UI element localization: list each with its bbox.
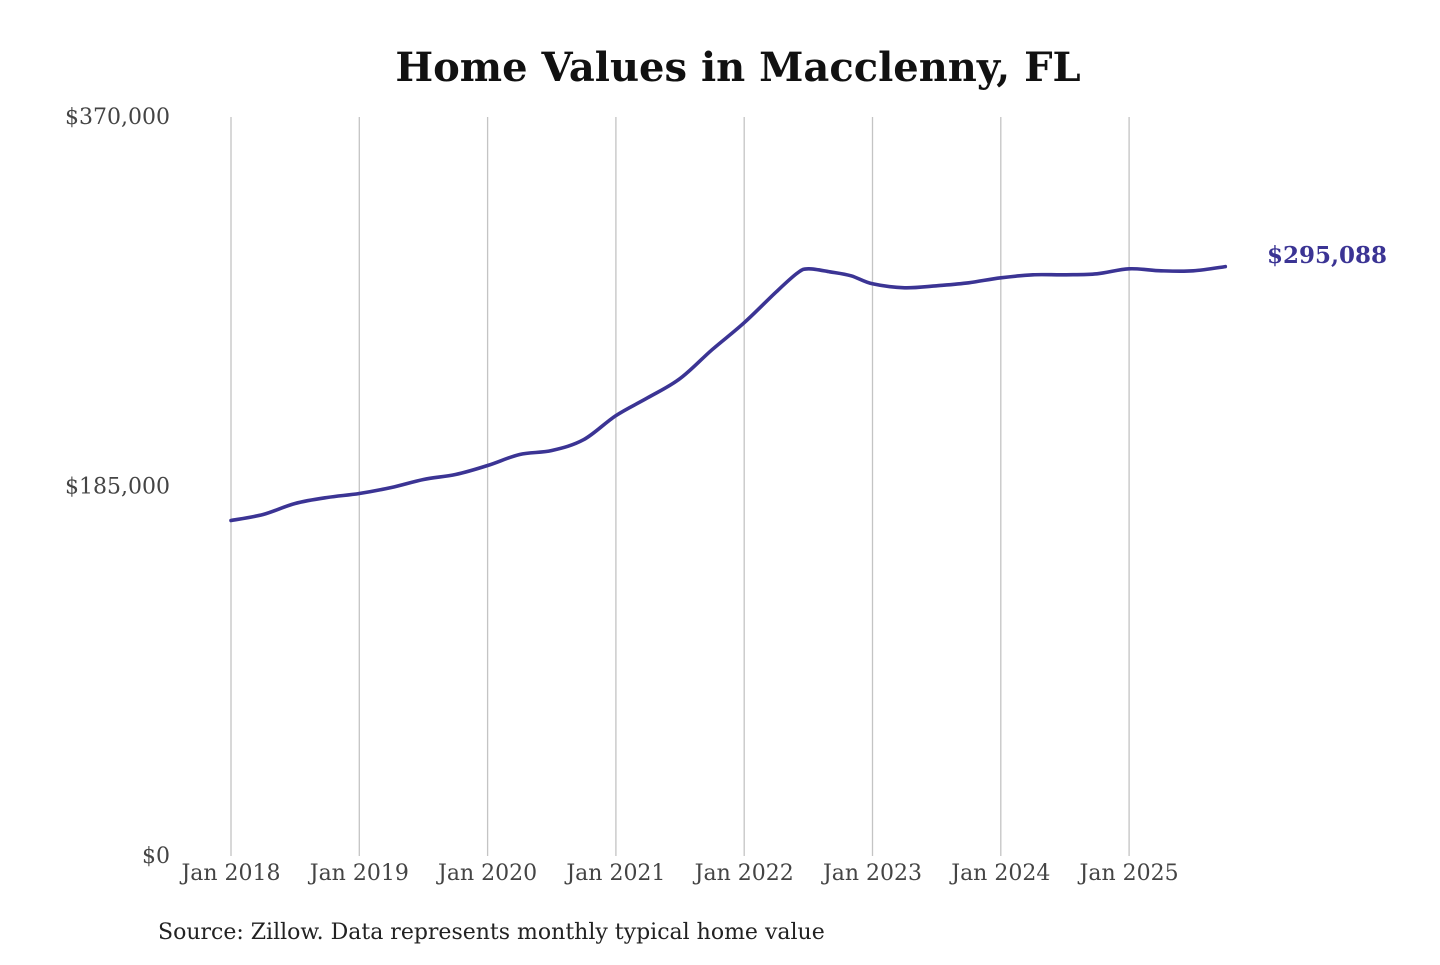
x-tick-label-4: Jan 2022 [693,861,794,886]
source-note: Source: Zillow. Data represents monthly … [158,920,825,945]
x-axis-ticks: Jan 2018 Jan 2019 Jan 2020 Jan 2021 Jan 2022… [179,861,1178,886]
y-tick-label-2: $370,000 [65,105,170,130]
x-tick-label-0: Jan 2018 [179,861,280,886]
x-tick-label-5: Jan 2023 [821,861,922,886]
series [229,264,1228,523]
x-tick-label-6: Jan 2024 [949,861,1050,886]
x-tick-label-3: Jan 2021 [564,861,665,886]
end-value-label: $295,088 [1267,242,1387,269]
x-tick-label-7: Jan 2025 [1078,861,1179,886]
x-tick-label-1: Jan 2019 [308,861,409,886]
y-tick-label-0: $0 [142,844,170,869]
series-line-0 [229,264,1228,523]
x-tick-label-2: Jan 2020 [436,861,537,886]
gridlines [230,117,1130,856]
y-axis-ticks: $0 $185,000 $370,000 [65,105,170,869]
y-tick-label-1: $185,000 [65,475,170,500]
chart-title: Home Values in Macclenny, FL [395,44,1080,91]
